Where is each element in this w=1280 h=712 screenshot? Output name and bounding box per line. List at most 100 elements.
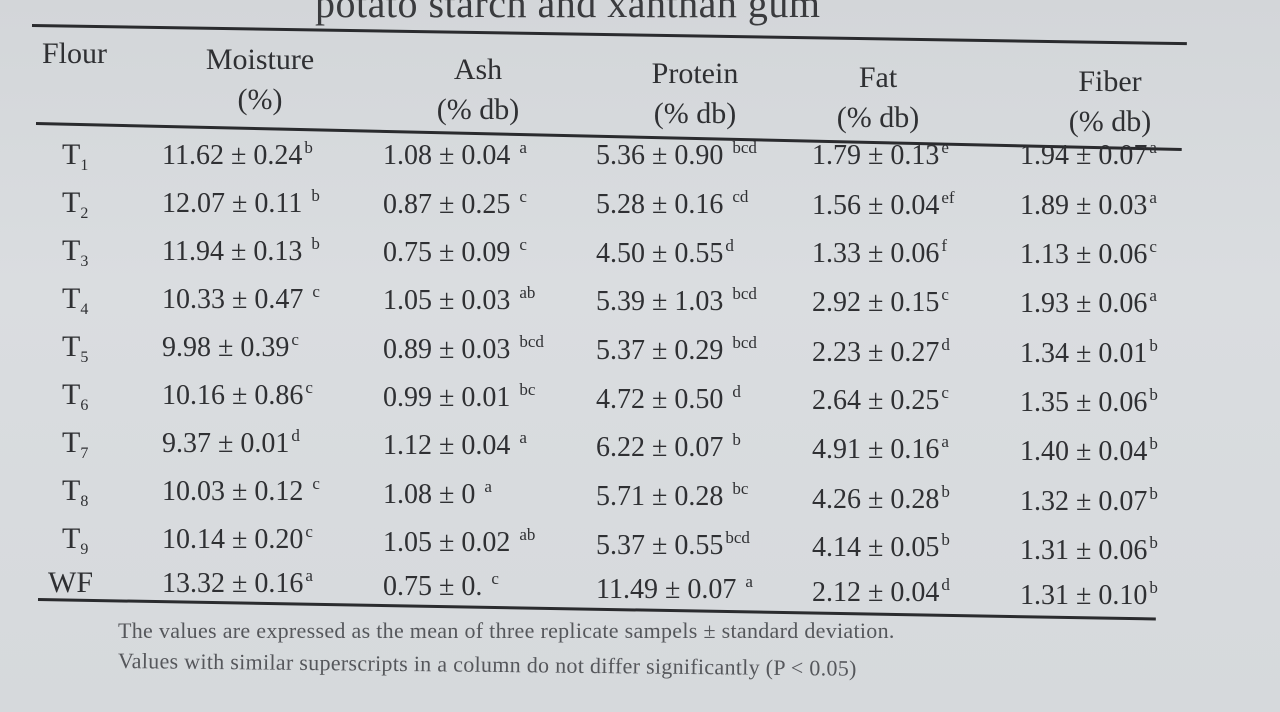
table-cell: 4.72 ± 0.50 d xyxy=(596,382,741,416)
table-row: T3 11.94 ± 0.13 b 0.75 ± 0.09 c 4.50 ± 0.55… xyxy=(0,234,1280,274)
cell-value: 1.05 ± 0.02 xyxy=(383,527,518,558)
table-cell: 0.75 ± 0. c xyxy=(383,569,499,603)
cell-value: 1.93 ± 0.06 xyxy=(1020,288,1148,319)
flour-subscript: 5 xyxy=(80,349,89,366)
cell-value: 1.89 ± 0.03 xyxy=(1020,190,1148,221)
cell-value: 13.32 ± 0.16 xyxy=(162,568,304,599)
flour-code: T xyxy=(62,330,81,363)
cell-superscript: b xyxy=(941,482,950,501)
cell-value: 11.49 ± 0.07 xyxy=(596,574,744,605)
header-ash: Ash (% db) xyxy=(428,50,528,130)
table-cell: 5.37 ± 0.29 bcd xyxy=(596,333,757,367)
table-cell: 1.31 ± 0.10 b xyxy=(1020,578,1158,612)
table-cell: 10.14 ± 0.20 c xyxy=(162,522,313,556)
cell-value: 1.33 ± 0.06 xyxy=(812,238,940,269)
cell-superscript: b xyxy=(311,186,320,205)
cell-superscript: d xyxy=(941,575,950,594)
cell-value: 1.35 ± 0.06 xyxy=(1020,387,1148,418)
cell-value: 2.23 ± 0.27 xyxy=(812,337,940,368)
header-label: Moisture xyxy=(205,43,315,76)
table-cell: 0.99 ± 0.01 bc xyxy=(383,380,535,414)
header-moisture: Moisture (%) xyxy=(200,40,320,120)
header-label: Flour xyxy=(42,37,108,70)
cell-value: 1.13 ± 0.06 xyxy=(1020,239,1148,270)
flour-subscript: 6 xyxy=(80,397,89,414)
cell-superscript: b xyxy=(1149,385,1158,404)
table-cell: 10.16 ± 0.86 c xyxy=(162,378,313,412)
header-label: Protein xyxy=(651,57,739,90)
cell-value: 12.07 ± 0.11 xyxy=(162,188,310,219)
cell-superscript: a xyxy=(941,432,949,451)
table-row: WF 13.32 ± 0.16 a 0.75 ± 0. c 11.49 ± 0.07 a… xyxy=(0,566,1280,611)
cell-superscript: a xyxy=(1149,138,1157,157)
cell-superscript: d xyxy=(732,382,741,401)
header-fat: Fat (% db) xyxy=(828,58,928,138)
cell-superscript: a xyxy=(1149,188,1157,207)
cell-superscript: bc xyxy=(519,380,536,399)
flour-code: T xyxy=(62,426,81,459)
flour-label: T6 xyxy=(62,378,88,415)
table-cell: 1.94 ± 0.07 a xyxy=(1020,138,1157,172)
cell-superscript: d xyxy=(941,335,950,354)
cell-superscript: c xyxy=(312,474,320,493)
header-label: Ash xyxy=(453,53,503,86)
cell-value: 5.28 ± 0.16 xyxy=(596,189,731,220)
table-cell: 1.32 ± 0.07 b xyxy=(1020,484,1158,518)
cell-superscript: b xyxy=(1149,336,1158,355)
header-unit: (% db) xyxy=(653,97,737,130)
table-cell: 13.32 ± 0.16 a xyxy=(162,566,313,600)
cell-value: 5.36 ± 0.90 xyxy=(596,140,731,171)
cell-superscript: bcd xyxy=(732,138,757,157)
cell-value: 5.37 ± 0.55 xyxy=(596,530,724,561)
cell-superscript: ab xyxy=(519,525,536,544)
cell-value: 11.62 ± 0.24 xyxy=(162,140,303,171)
cell-superscript: b xyxy=(732,430,741,449)
flour-code: WF xyxy=(48,566,93,599)
table-cell: 5.28 ± 0.16 cd xyxy=(596,187,748,221)
flour-subscript: 3 xyxy=(80,253,89,270)
flour-code: T xyxy=(62,234,81,267)
table-cell: 4.26 ± 0.28 b xyxy=(812,482,950,516)
table-cell: 1.56 ± 0.04 ef xyxy=(812,188,955,222)
table-cell: 11.94 ± 0.13 b xyxy=(162,234,320,268)
cell-superscript: bc xyxy=(732,479,749,498)
cell-value: 1.94 ± 0.07 xyxy=(1020,140,1148,171)
table-cell: 0.89 ± 0.03 bcd xyxy=(383,332,544,366)
cell-value: 9.98 ± 0.39 xyxy=(162,332,290,363)
flour-label: T8 xyxy=(62,474,88,511)
cell-value: 0.75 ± 0. xyxy=(383,571,490,602)
cell-superscript: a xyxy=(519,428,527,447)
cell-superscript: b xyxy=(304,138,313,157)
cell-superscript: d xyxy=(291,426,300,445)
header-unit: (%) xyxy=(237,83,283,116)
cell-superscript: c xyxy=(305,522,313,541)
cell-value: 1.31 ± 0.10 xyxy=(1020,580,1148,611)
cell-superscript: a xyxy=(1149,286,1157,305)
cell-value: 1.56 ± 0.04 xyxy=(812,190,940,221)
cell-value: 1.34 ± 0.01 xyxy=(1020,338,1148,369)
flour-code: T xyxy=(62,138,81,171)
table-row: T9 10.14 ± 0.20 c 1.05 ± 0.02 ab 5.37 ± 0.55… xyxy=(0,522,1280,566)
table-cell: 2.12 ± 0.04 d xyxy=(812,575,950,609)
table-cell: 9.37 ± 0.01 d xyxy=(162,426,300,460)
flour-code: T xyxy=(62,186,81,219)
cell-value: 10.03 ± 0.12 xyxy=(162,476,311,507)
table-cell: 1.05 ± 0.03 ab xyxy=(383,283,535,317)
cell-value: 5.39 ± 1.03 xyxy=(596,286,731,317)
table-cell: 4.50 ± 0.55 d xyxy=(596,236,734,270)
flour-subscript: 8 xyxy=(80,493,89,510)
table-row: T4 10.33 ± 0.47 c 1.05 ± 0.03 ab 5.39 ± 1.0… xyxy=(0,282,1280,322)
table-cell: 1.08 ± 0.04 a xyxy=(383,138,527,172)
table-cell: 9.98 ± 0.39 c xyxy=(162,330,299,364)
cell-superscript: b xyxy=(1149,434,1158,453)
table-row: T7 9.37 ± 0.01 d 1.12 ± 0.04 a 6.22 ± 0.07 b… xyxy=(0,426,1280,467)
cell-value: 0.99 ± 0.01 xyxy=(383,382,518,413)
flour-subscript: 7 xyxy=(80,445,89,462)
cell-superscript: c xyxy=(519,235,527,254)
cell-superscript: a xyxy=(745,572,753,591)
cell-value: 1.32 ± 0.07 xyxy=(1020,486,1148,517)
flour-subscript: 1 xyxy=(80,157,89,174)
cell-value: 11.94 ± 0.13 xyxy=(162,236,310,267)
cell-value: 2.92 ± 0.15 xyxy=(812,287,940,318)
